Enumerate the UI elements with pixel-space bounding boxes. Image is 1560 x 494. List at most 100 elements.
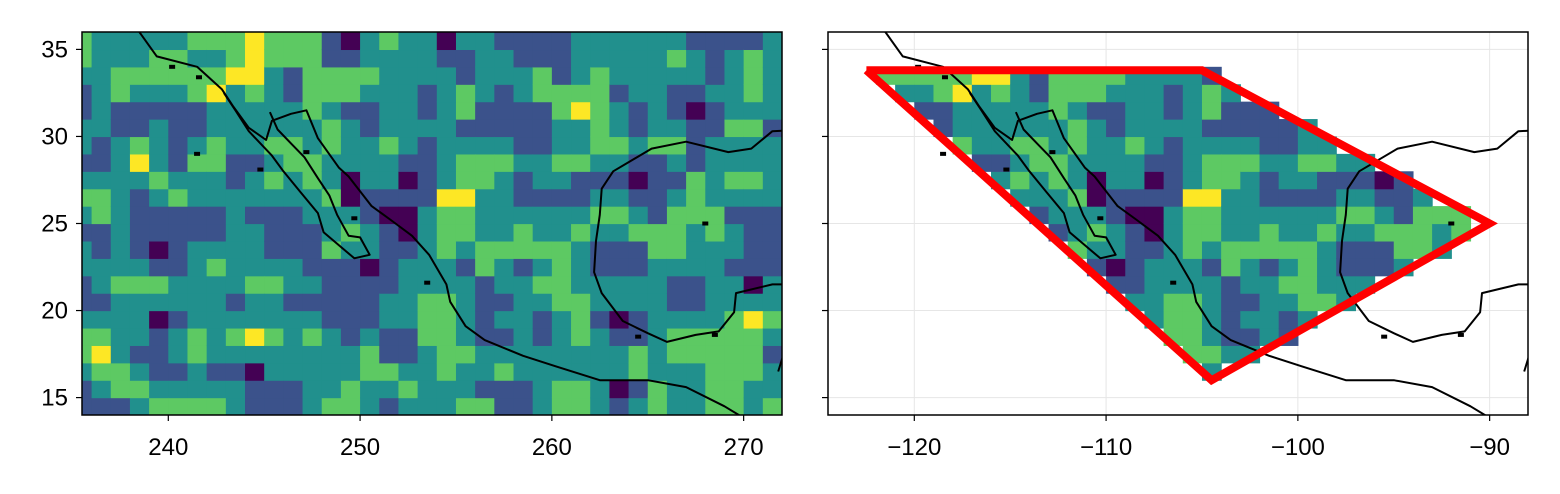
right-field-cell — [1432, 206, 1452, 225]
left-field-cell — [705, 32, 726, 51]
left-field-cell — [628, 49, 649, 68]
right-field-cell — [1048, 136, 1069, 155]
left-field-cell — [283, 49, 304, 68]
left-field-cell — [379, 206, 400, 225]
left-field-cell — [743, 206, 764, 225]
left-field-cell — [551, 101, 572, 120]
left-field-cell — [590, 293, 610, 312]
right-field-cell — [1317, 188, 1337, 207]
left-field-cell — [206, 293, 227, 312]
left-field-cell — [206, 223, 227, 242]
right-field-cell — [1106, 153, 1126, 172]
right-field-cell — [1278, 136, 1299, 155]
left-field-cell — [666, 275, 687, 294]
right-field-cell — [1355, 258, 1376, 277]
right-field-cell — [1355, 171, 1376, 190]
right-field-cell — [1067, 206, 1088, 225]
right-field-cell — [1317, 240, 1337, 259]
left-field-cell — [762, 136, 782, 155]
left-field-cell — [551, 293, 572, 312]
island-mark — [711, 332, 718, 337]
left-field-cell — [302, 258, 323, 277]
island-mark — [1003, 167, 1010, 172]
left-field-cell — [743, 223, 764, 242]
coastline-segment — [840, 257, 974, 285]
right-field-cell — [1336, 275, 1356, 294]
left-field-cell — [360, 223, 380, 242]
y-tick-label: 30 — [41, 123, 68, 150]
left-field-cell — [686, 49, 706, 68]
left-field-cell — [571, 275, 591, 294]
right-field-cell — [1240, 293, 1261, 312]
left-field-cell — [666, 171, 687, 190]
left-field-cell — [82, 327, 93, 346]
left-field-cell — [91, 258, 112, 277]
right-field-cell — [1336, 258, 1356, 277]
left-field-cell — [686, 310, 706, 329]
left-field-cell — [436, 293, 457, 312]
left-field-cell — [187, 136, 208, 155]
island-mark — [194, 151, 201, 156]
left-field-cell — [494, 32, 515, 51]
left-field-cell — [225, 327, 246, 346]
right-field-cell — [1374, 206, 1395, 225]
left-field-cell — [686, 136, 706, 155]
right-field-cell — [1125, 258, 1146, 277]
left-field-cell — [149, 101, 169, 120]
right-field-cell — [1163, 84, 1184, 103]
left-field-cell — [379, 119, 400, 138]
right-field-cell — [1259, 258, 1280, 277]
left-field-cell — [149, 240, 169, 259]
left-field-cell — [91, 119, 112, 138]
left-field-cell — [513, 136, 534, 155]
left-field-cell — [762, 345, 782, 364]
left-field-cell — [705, 397, 726, 415]
left-field-cell — [82, 119, 93, 138]
left-field-cell — [571, 119, 591, 138]
left-field-cell — [283, 223, 304, 242]
left-field-cell — [686, 223, 706, 242]
left-field-cell — [647, 153, 668, 172]
left-field-cell — [743, 345, 764, 364]
left-field-cell — [455, 240, 476, 259]
left-field-cell — [82, 275, 93, 294]
left-field-cell — [571, 206, 591, 225]
left-field-cell — [302, 153, 323, 172]
left-field-cell — [455, 275, 476, 294]
left-field-cell — [82, 223, 93, 242]
left-field-cell — [455, 101, 476, 120]
left-field-cell — [609, 101, 630, 120]
left-field-cell — [245, 275, 265, 294]
right-field-cell — [1163, 188, 1184, 207]
left-field-cell — [475, 188, 495, 207]
left-field-cell — [743, 310, 764, 329]
left-field-cell — [455, 380, 476, 399]
left-field-cell — [264, 32, 284, 51]
left-field-cell — [321, 32, 342, 51]
left-field-cell — [609, 49, 630, 68]
left-field-cell — [647, 136, 668, 155]
left-field-cell — [321, 49, 342, 68]
left-field-cell — [551, 84, 572, 103]
left-field-cell — [494, 206, 515, 225]
island-mark — [1548, 288, 1554, 292]
left-field-cell — [705, 171, 726, 190]
left-field-cell — [91, 153, 112, 172]
left-field-cell — [245, 136, 265, 155]
left-field-cell — [264, 310, 284, 329]
right-field-cell — [1144, 101, 1165, 120]
left-field-cell — [475, 258, 495, 277]
left-field-cell — [168, 380, 189, 399]
right-field-cell — [1278, 310, 1299, 329]
right-field-cell — [1412, 223, 1433, 242]
left-field-cell — [82, 188, 93, 207]
left-field-cell — [225, 310, 246, 329]
right-field-cell — [1144, 188, 1165, 207]
left-field-cell — [743, 101, 764, 120]
left-field-cell — [398, 136, 419, 155]
right-field-cell — [914, 84, 935, 103]
left-field-cell — [225, 32, 246, 51]
left-field-cell — [628, 345, 649, 364]
left-field-cell — [110, 397, 131, 415]
right-field-cell — [1297, 293, 1318, 312]
